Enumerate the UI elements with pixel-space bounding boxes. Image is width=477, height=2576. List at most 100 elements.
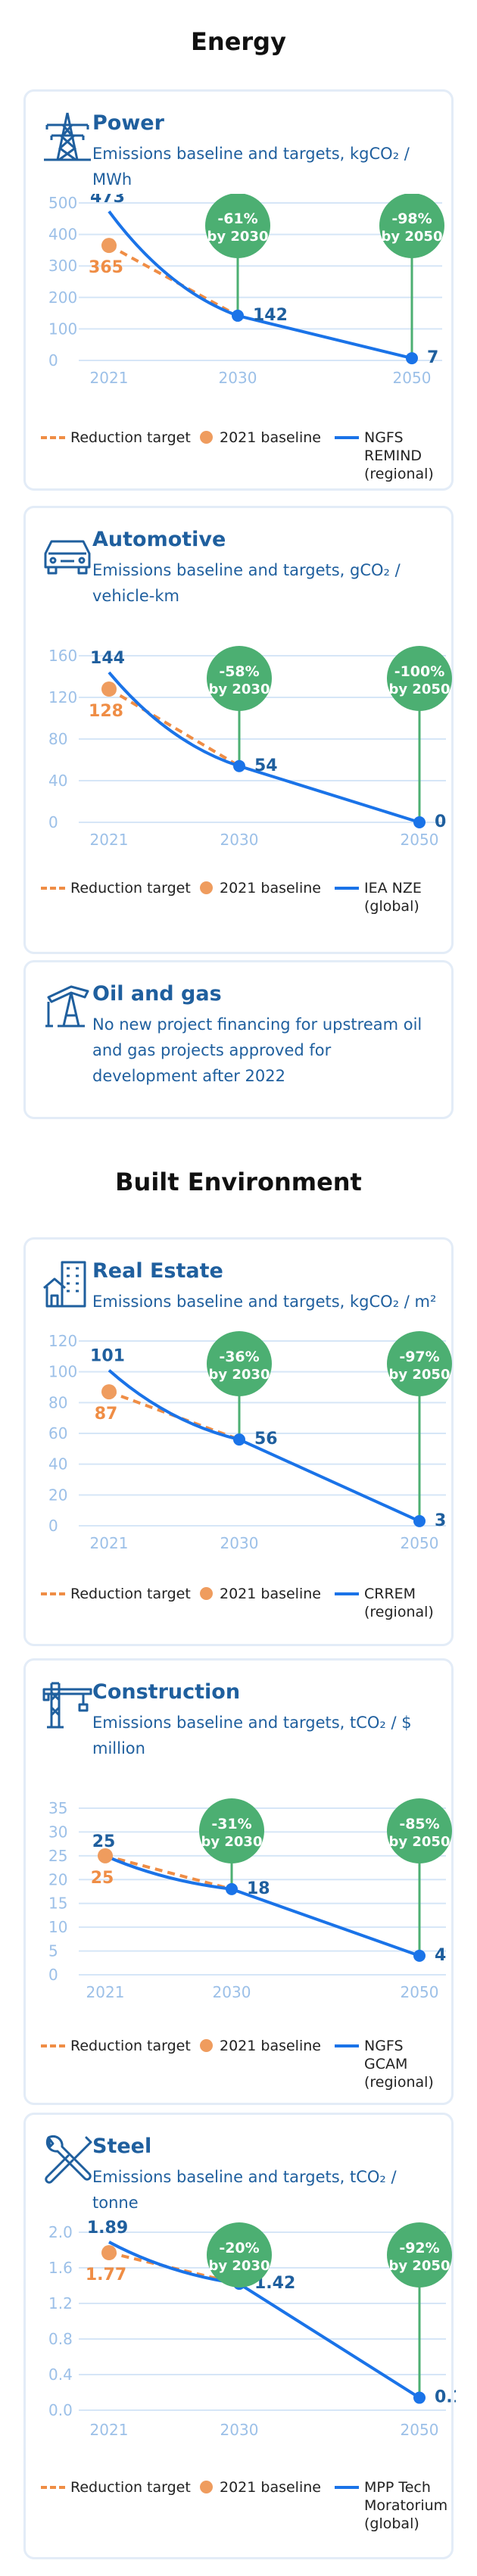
legend-reduction-label: Reduction target — [70, 1586, 191, 1602]
construction-subtitle: Emissions baseline and targets, tCO₂ / $… — [92, 1714, 412, 1757]
legend-pathway-label: NGFS GCAM (regional) — [364, 2038, 434, 2091]
steel-subtitle: Emissions baseline and targets, tCO₂ / t… — [92, 2168, 397, 2212]
y-tick-label: 5 — [48, 1942, 58, 1960]
baseline-value-label: 87 — [95, 1405, 118, 1424]
x-tick-label: 2030 — [220, 2421, 259, 2439]
power-subtitle: Emissions baseline and targets, kgCO₂ / … — [92, 145, 410, 189]
power-chart: 0 100 200 300 400 500 2021 2030 2050 365 473 142 -61… — [48, 194, 444, 387]
construction-chart: 0 5 10 15 20 25 30 35 2021 2030 2050 25 25 18 -31% by 2… — [48, 1798, 452, 2001]
x-tick-label: 2050 — [401, 1534, 439, 1552]
baseline-point — [101, 2245, 117, 2261]
target-value-label: 4 — [435, 1946, 446, 1965]
target-point — [413, 816, 426, 828]
wrench-tools-icon — [45, 2135, 92, 2184]
legend-baseline-swatch — [200, 1587, 213, 1600]
x-tick-label: 2021 — [90, 831, 129, 849]
x-tick-label: 2030 — [220, 831, 259, 849]
legend-baseline-swatch — [200, 2481, 213, 2493]
x-tick-label: 2050 — [401, 2421, 439, 2439]
y-tick-label: 500 — [48, 194, 77, 212]
legend-reduction-swatch — [41, 2044, 65, 2047]
card-automotive: Automotive Emissions baseline and target… — [23, 506, 454, 954]
target-bubble-year: by 2050 — [389, 1834, 450, 1850]
target-bubble — [207, 1331, 272, 1396]
y-tick-label: 1.2 — [48, 2294, 73, 2312]
target-bubble-year: by 2050 — [389, 2258, 450, 2274]
legend-baseline-label: 2021 baseline — [220, 429, 321, 446]
legend-pathway-label: MPP Tech Moratorium (global) — [364, 2479, 448, 2532]
pathway-line — [104, 1854, 420, 1957]
target-bubble-year: by 2030 — [201, 1834, 263, 1850]
baseline-point — [101, 681, 117, 697]
real-estate-legend: Reduction target 2021 baseline CRREM (re… — [26, 1585, 456, 1630]
y-tick-label: 300 — [48, 257, 77, 275]
legend-reduction-swatch — [41, 1592, 65, 1595]
target-bubble-percent: -20% — [219, 2240, 259, 2256]
target-point — [413, 1514, 426, 1527]
target-bubble-year: by 2050 — [389, 1367, 450, 1383]
oil-pump-icon — [45, 985, 89, 1028]
y-tick-label: 30 — [48, 1823, 67, 1841]
real-estate-subtitle: Emissions baseline and targets, kgCO₂ / … — [92, 1293, 437, 1311]
pathway-start-label: 25 — [92, 1832, 116, 1851]
y-tick-label: 15 — [48, 1895, 67, 1913]
legend-baseline-swatch — [200, 881, 213, 894]
y-tick-label: 0 — [48, 1966, 58, 1984]
legend-pathway-swatch — [335, 2486, 359, 2489]
legend-reduction-swatch — [41, 2486, 65, 2489]
baseline-point — [101, 1384, 117, 1400]
y-tick-label: 160 — [48, 647, 77, 665]
target-value-label: 56 — [254, 1430, 278, 1449]
baseline-value-label: 128 — [89, 702, 123, 721]
legend-reduction-label: Reduction target — [70, 2038, 191, 2054]
x-tick-label: 2030 — [213, 1983, 251, 2001]
target-value-label: 54 — [254, 756, 278, 775]
pathway-start-label: 1.89 — [87, 2219, 128, 2238]
x-tick-label: 2050 — [393, 369, 432, 387]
target-bubble — [387, 2222, 452, 2288]
legend-baseline-label: 2021 baseline — [220, 2038, 321, 2054]
automotive-legend: Reduction target 2021 baseline IEA NZE (… — [26, 879, 456, 925]
legend-pathway-swatch — [335, 2044, 359, 2047]
target-bubble — [207, 646, 272, 711]
target-bubble-percent: -92% — [399, 2240, 439, 2256]
target-value-label: 0.14 — [435, 2388, 456, 2407]
y-tick-label: 2.0 — [48, 2223, 73, 2241]
legend-reduction-label: Reduction target — [70, 880, 191, 897]
y-tick-label: 100 — [48, 320, 77, 338]
target-bubble-percent: -100% — [394, 663, 445, 680]
target-bubble-year: by 2030 — [209, 1367, 270, 1383]
target-value-label: 0 — [435, 812, 446, 831]
power-legend: Reduction target 2021 baseline NGFS REMI… — [26, 429, 456, 482]
power-pylon-icon — [44, 112, 91, 161]
legend-baseline-swatch — [200, 431, 213, 444]
target-point — [232, 309, 244, 322]
construction-legend: Reduction target 2021 baseline NGFS GCAM… — [26, 2037, 456, 2091]
reduction-target-line — [108, 244, 238, 317]
card-power: Power Emissions baseline and targets, kg… — [23, 89, 454, 491]
legend-reduction-label: Reduction target — [70, 2479, 191, 2496]
y-tick-label: 0.8 — [48, 2330, 73, 2348]
target-bubble — [379, 194, 444, 258]
target-value-label: 7 — [427, 348, 438, 367]
target-bubble-percent: -97% — [399, 1349, 439, 1365]
baseline-point — [98, 1848, 113, 1863]
y-tick-label: 1.6 — [48, 2259, 73, 2277]
target-bubble-year: by 2050 — [382, 229, 443, 245]
y-tick-label: 20 — [48, 1870, 67, 1888]
y-tick-label: 80 — [48, 1393, 67, 1411]
steel-legend: Reduction target 2021 baseline MPP Tech … — [26, 2478, 456, 2532]
target-bubble — [387, 1331, 452, 1396]
card-steel: Steel Emissions baseline and targets, tC… — [23, 2113, 456, 2559]
baseline-value-label: 1.77 — [86, 2266, 126, 2284]
target-point — [233, 759, 245, 772]
target-point — [406, 352, 418, 365]
y-tick-label: 40 — [48, 772, 67, 790]
target-bubble-percent: -58% — [219, 663, 259, 680]
legend-baseline-label: 2021 baseline — [220, 880, 321, 897]
y-tick-label: 100 — [48, 1363, 77, 1381]
crane-icon — [42, 1682, 92, 1729]
y-tick-label: 400 — [48, 226, 77, 244]
y-tick-label: 0.0 — [48, 2401, 73, 2419]
